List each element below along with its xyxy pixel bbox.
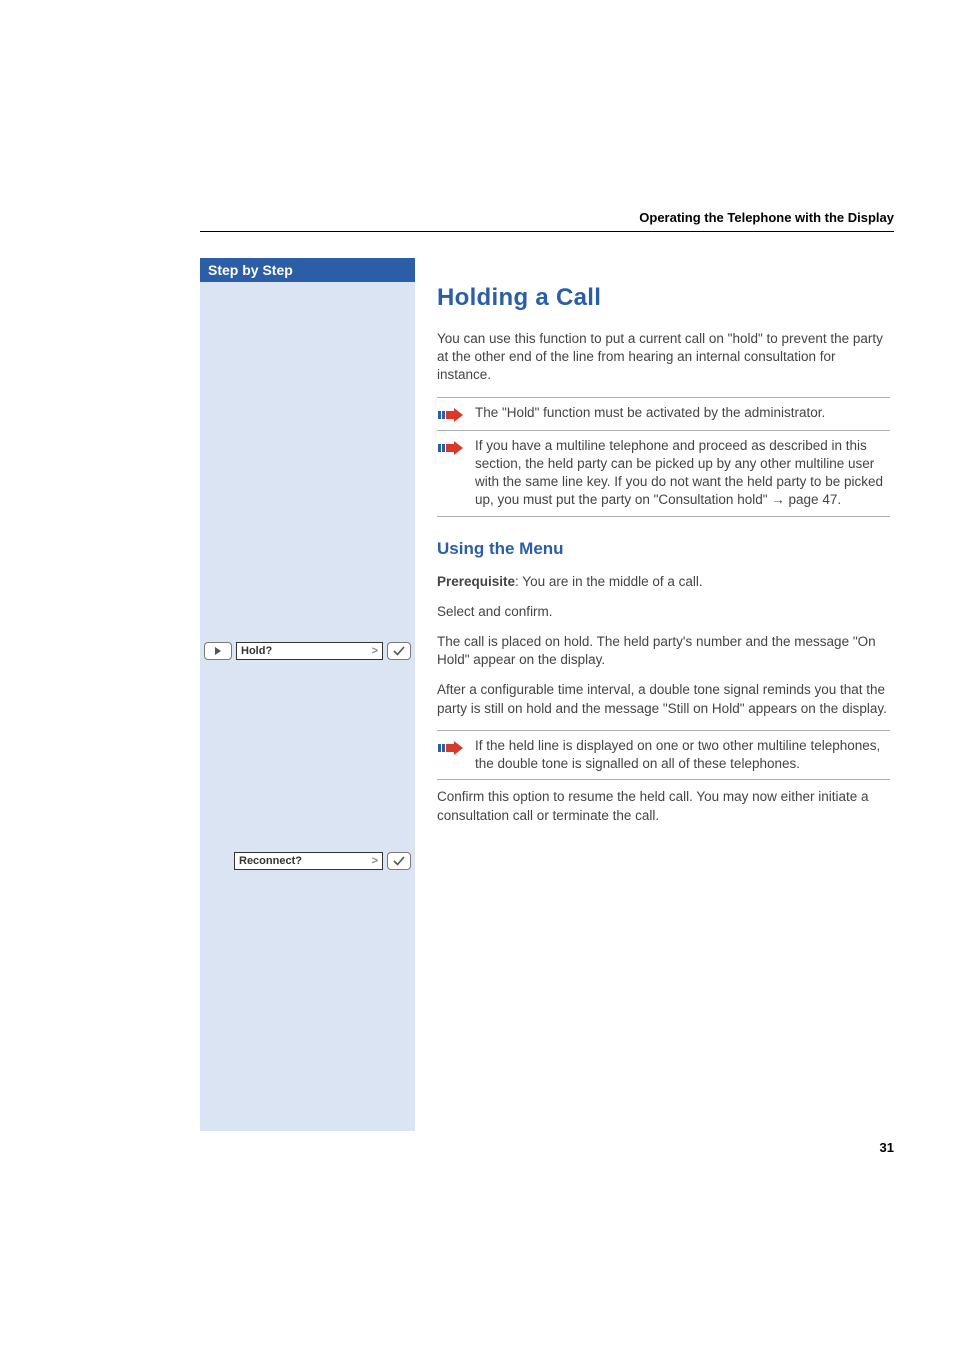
- note-multiline: If you have a multiline telephone and pr…: [437, 431, 890, 517]
- display-option-hold: Hold? >: [236, 642, 383, 660]
- running-header-title: Operating the Telephone with the Display: [200, 210, 894, 225]
- note-text: The "Hold" function must be activated by…: [475, 404, 890, 424]
- running-header: Operating the Telephone with the Display: [200, 210, 894, 240]
- note-hold-activation: The "Hold" function must be activated by…: [437, 397, 890, 431]
- step-reconnect-text: Confirm this option to resume the held c…: [437, 788, 890, 824]
- display-option-arrow: >: [372, 855, 378, 867]
- result-reminder-tone: After a configurable time interval, a do…: [437, 681, 890, 717]
- info-arrow-icon: [438, 406, 464, 424]
- note-text: If the held line is displayed on one or …: [475, 737, 890, 773]
- header-rule: [200, 231, 894, 232]
- heading-holding-a-call: Holding a Call: [437, 284, 890, 312]
- confirm-key-icon: [387, 642, 411, 660]
- note-text: If you have a multiline telephone and pr…: [475, 437, 890, 510]
- prerequisite-line: Prerequisite: You are in the middle of a…: [437, 573, 890, 591]
- sidebar-step-reconnect: Reconnect? >: [204, 851, 411, 871]
- sidebar-header: Step by Step: [200, 258, 415, 282]
- display-option-label: Hold?: [241, 645, 272, 657]
- intro-paragraph: You can use this function to put a curre…: [437, 330, 890, 385]
- note-icon: [437, 437, 465, 510]
- scroll-key-icon: [204, 642, 232, 660]
- step-select-confirm: Select and confirm.: [437, 603, 890, 621]
- page-number: 31: [880, 1140, 894, 1155]
- prerequisite-text: : You are in the middle of a call.: [515, 574, 703, 589]
- display-option-reconnect: Reconnect? >: [234, 852, 383, 870]
- play-triangle-icon: [215, 647, 221, 655]
- display-option-label: Reconnect?: [239, 855, 302, 867]
- display-option-arrow: >: [372, 645, 378, 657]
- xref-page: page 47.: [789, 492, 842, 507]
- sidebar-body: Hold? > Reconnect? >: [200, 282, 415, 1131]
- main-content: Holding a Call You can use this function…: [415, 258, 894, 1131]
- prerequisite-label: Prerequisite: [437, 574, 515, 589]
- page: Operating the Telephone with the Display…: [0, 0, 954, 1351]
- note-icon: [437, 404, 465, 424]
- sidebar: Step by Step Hold? >: [200, 258, 415, 1131]
- checkmark-icon: [392, 645, 406, 657]
- two-column-layout: Step by Step Hold? >: [200, 258, 894, 1131]
- info-arrow-icon: [438, 439, 464, 457]
- note-multiline-tone: If the held line is displayed on one or …: [437, 730, 890, 780]
- confirm-key-icon: [387, 852, 411, 870]
- heading-using-the-menu: Using the Menu: [437, 539, 890, 559]
- note-icon: [437, 737, 465, 773]
- info-arrow-icon: [438, 739, 464, 757]
- result-on-hold: The call is placed on hold. The held par…: [437, 633, 890, 669]
- xref-arrow-icon: →: [771, 492, 788, 507]
- checkmark-icon: [392, 855, 406, 867]
- sidebar-step-hold: Hold? >: [204, 641, 411, 661]
